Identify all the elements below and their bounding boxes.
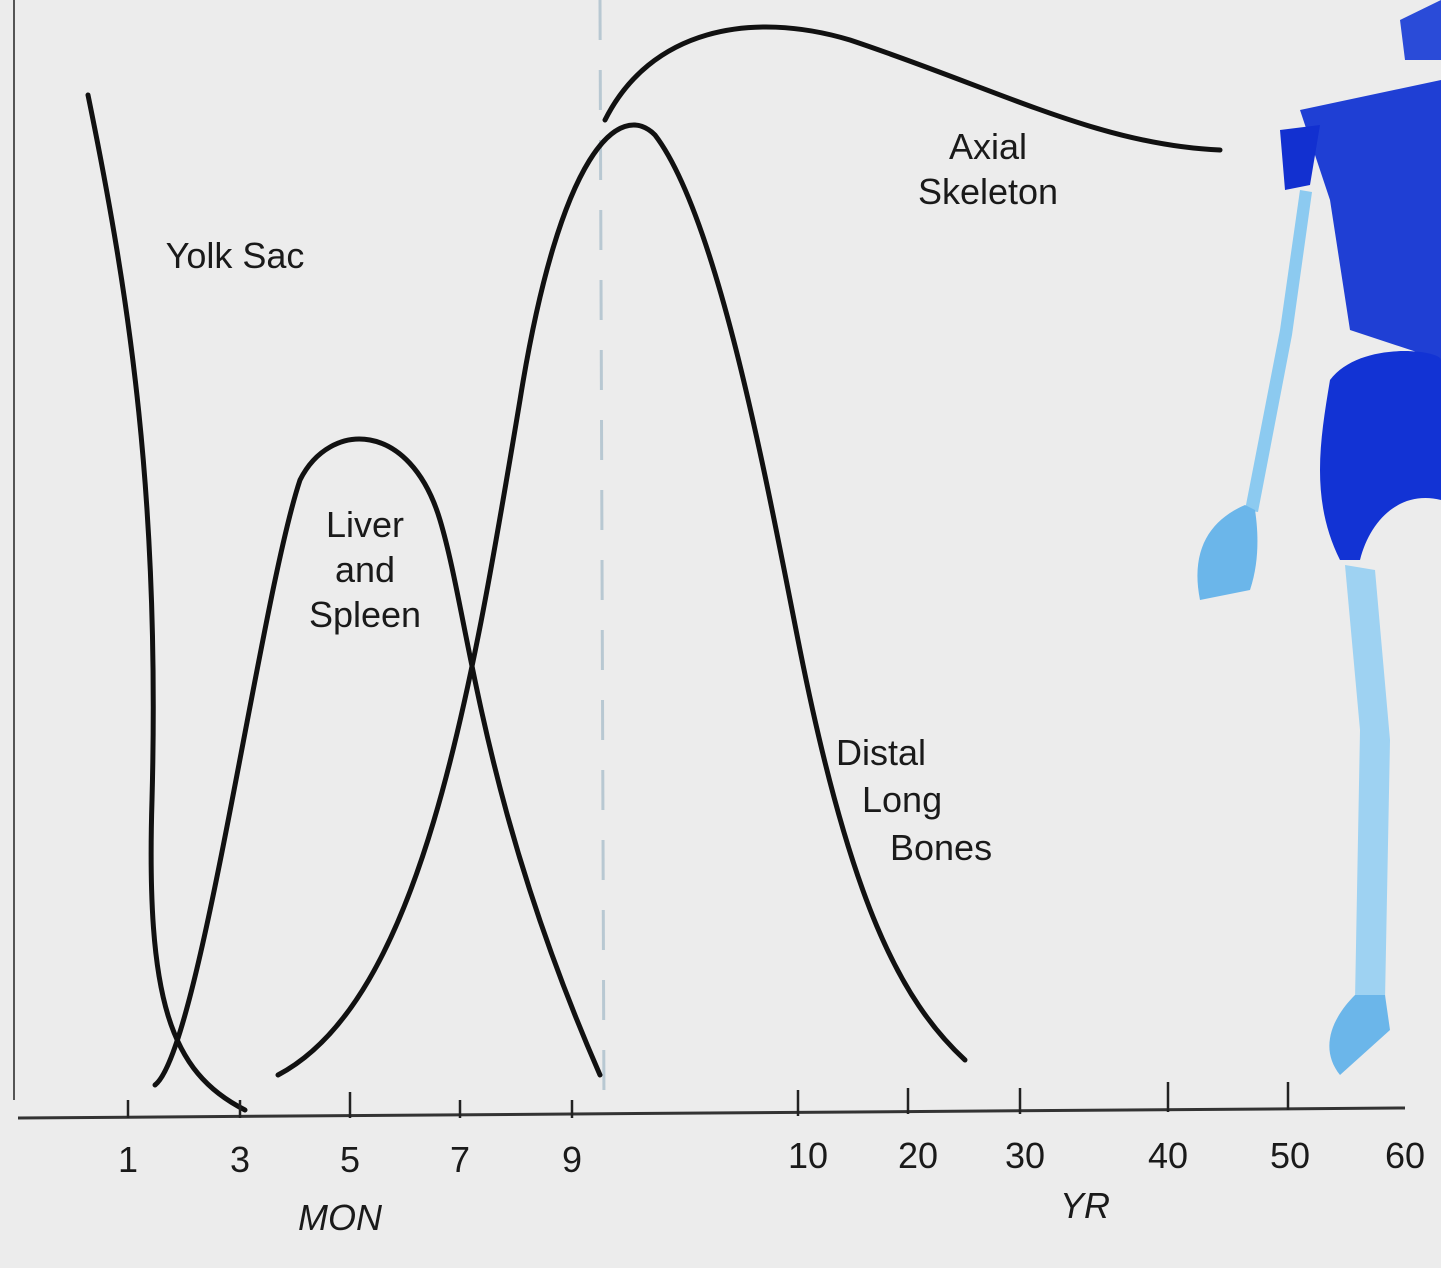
pelvis bbox=[1320, 351, 1441, 560]
yolk-sac-curve bbox=[85, 92, 248, 1113]
shoulder bbox=[1280, 125, 1320, 190]
x-tick-label: 40 bbox=[1148, 1135, 1188, 1176]
hand bbox=[1197, 505, 1258, 600]
skull bbox=[1400, 0, 1441, 60]
x-tick-label: 9 bbox=[562, 1139, 582, 1180]
month-axis-label: MON bbox=[298, 1197, 383, 1238]
x-tick-label: 50 bbox=[1270, 1135, 1310, 1176]
liver-spleen-label: and bbox=[335, 549, 395, 590]
axial-skeleton-label: Axial bbox=[949, 126, 1027, 167]
x-tick-label: 7 bbox=[450, 1139, 470, 1180]
x-tick-label: 10 bbox=[788, 1135, 828, 1176]
axial-skeleton-curve bbox=[602, 24, 1223, 153]
liver-spleen-curve bbox=[152, 436, 603, 1088]
arm bbox=[1245, 190, 1312, 512]
x-tick-label: 5 bbox=[340, 1139, 360, 1180]
leg bbox=[1345, 565, 1390, 1000]
birth-divider bbox=[598, 0, 606, 1111]
skeleton-illustration bbox=[1197, 0, 1441, 1075]
x-tick-label: 20 bbox=[898, 1135, 938, 1176]
distal-long-bones-curve bbox=[275, 122, 968, 1078]
year-axis-label: YR bbox=[1060, 1185, 1110, 1226]
x-tick-label: 3 bbox=[230, 1139, 250, 1180]
x-axis bbox=[17, 1106, 1406, 1120]
foot bbox=[1329, 995, 1390, 1075]
axial-skeleton-label: Skeleton bbox=[918, 171, 1058, 212]
distal-long-bones-label: Distal bbox=[836, 732, 926, 773]
ribcage bbox=[1300, 80, 1441, 360]
x-tick-label: 1 bbox=[118, 1139, 138, 1180]
x-tick-label: 60 bbox=[1385, 1135, 1425, 1176]
yolk-sac-label: Yolk Sac bbox=[166, 235, 305, 276]
tick-marks bbox=[126, 1082, 1290, 1118]
x-tick-label: 30 bbox=[1005, 1135, 1045, 1176]
liver-spleen-label: Spleen bbox=[309, 594, 421, 635]
distal-long-bones-label: Bones bbox=[890, 827, 992, 868]
distal-long-bones-label: Long bbox=[862, 779, 942, 820]
liver-spleen-label: Liver bbox=[326, 504, 404, 545]
